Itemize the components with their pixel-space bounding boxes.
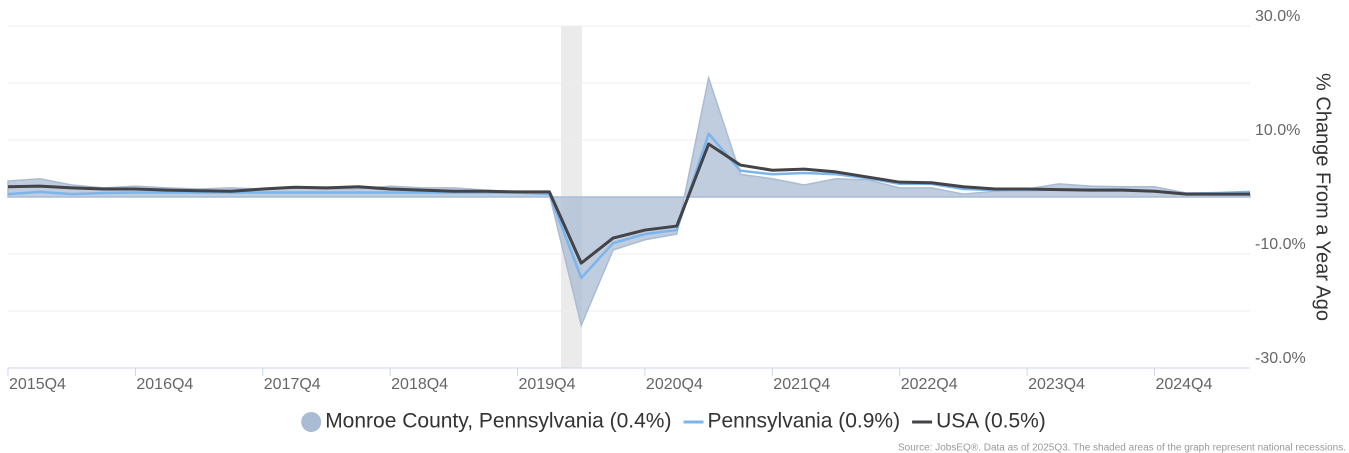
area bbox=[7, 74, 1251, 328]
legend-label: Pennsylvania (0.9%) bbox=[707, 410, 900, 433]
x-tick-label: 2024Q4 bbox=[1155, 376, 1212, 393]
x-tick-label: 2020Q4 bbox=[646, 376, 703, 393]
y-axis-label: % Change From a Year Ago bbox=[1312, 73, 1334, 321]
x-tick-label: 2018Q4 bbox=[391, 376, 448, 393]
legend-label: USA (0.5%) bbox=[936, 410, 1046, 433]
legend-label: Monroe County, Pennsylvania (0.4%) bbox=[325, 410, 671, 433]
x-tick-label: 2019Q4 bbox=[519, 376, 576, 393]
x-tick-label: 2016Q4 bbox=[136, 376, 193, 393]
x-tick-label: 2023Q4 bbox=[1028, 376, 1085, 393]
x-tick-label: 2015Q4 bbox=[9, 376, 66, 393]
source-note: Source: JobsEQ®. Data as of 2025Q3. The … bbox=[898, 443, 1346, 453]
legend-swatch bbox=[301, 412, 322, 432]
x-tick-label: 2021Q4 bbox=[773, 376, 830, 393]
y-tick-label: -10.0% bbox=[1255, 236, 1306, 253]
x-tick-label: 2022Q4 bbox=[901, 376, 958, 393]
line bbox=[7, 142, 1250, 265]
y-tick-label: -30.0% bbox=[1255, 350, 1306, 367]
y-tick-label: 10.0% bbox=[1255, 122, 1300, 139]
x-tick-label: 2017Q4 bbox=[264, 376, 321, 393]
legend: Monroe County, Pennsylvania (0.4%) Pennsy… bbox=[301, 410, 1046, 433]
y-tick-label: 30.0% bbox=[1255, 8, 1300, 25]
